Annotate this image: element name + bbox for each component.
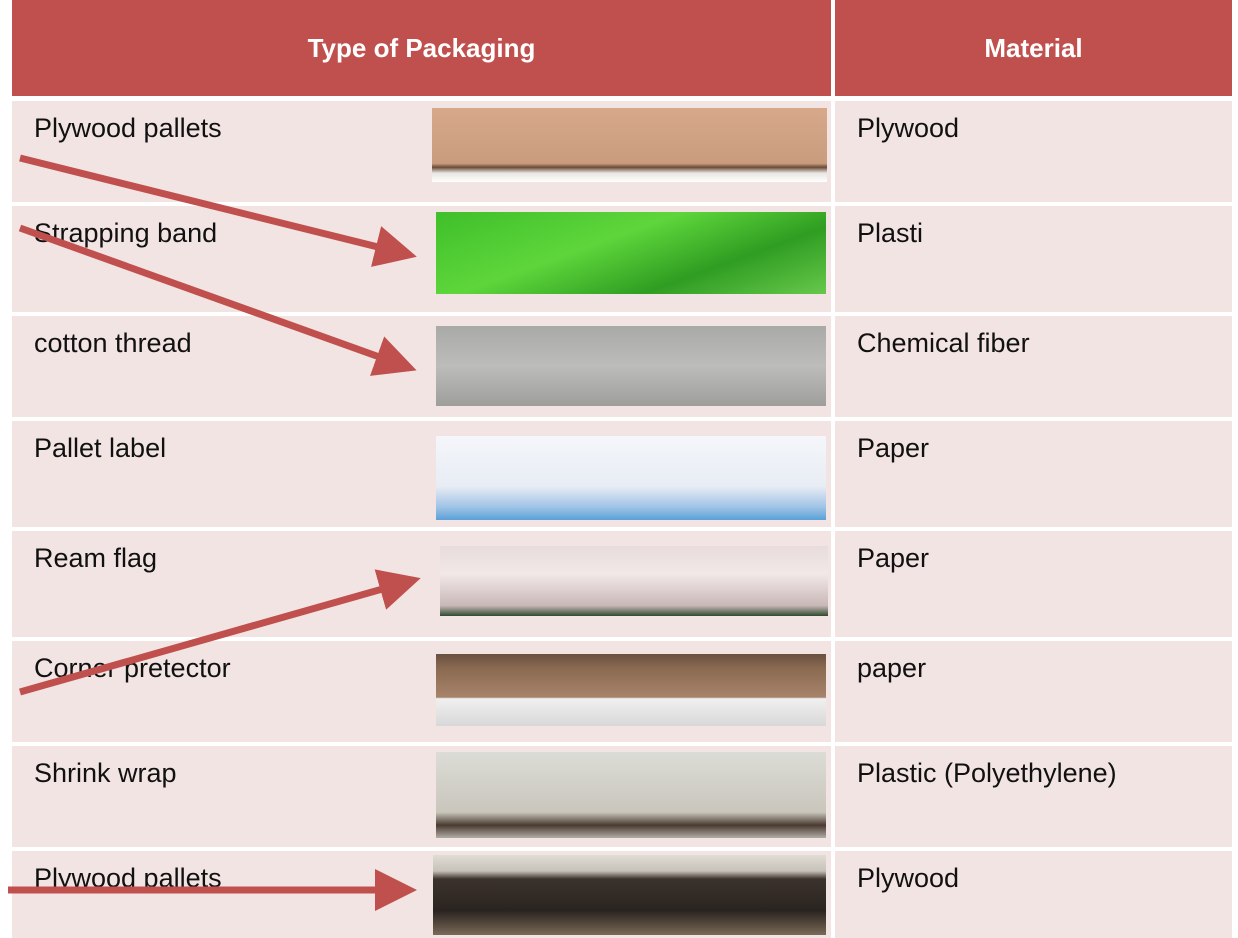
arrow <box>20 228 410 368</box>
arrows <box>0 0 1238 938</box>
arrow <box>20 158 410 255</box>
page: Type of Packaging Material Plywood palle… <box>0 0 1238 938</box>
arrow <box>20 580 414 692</box>
